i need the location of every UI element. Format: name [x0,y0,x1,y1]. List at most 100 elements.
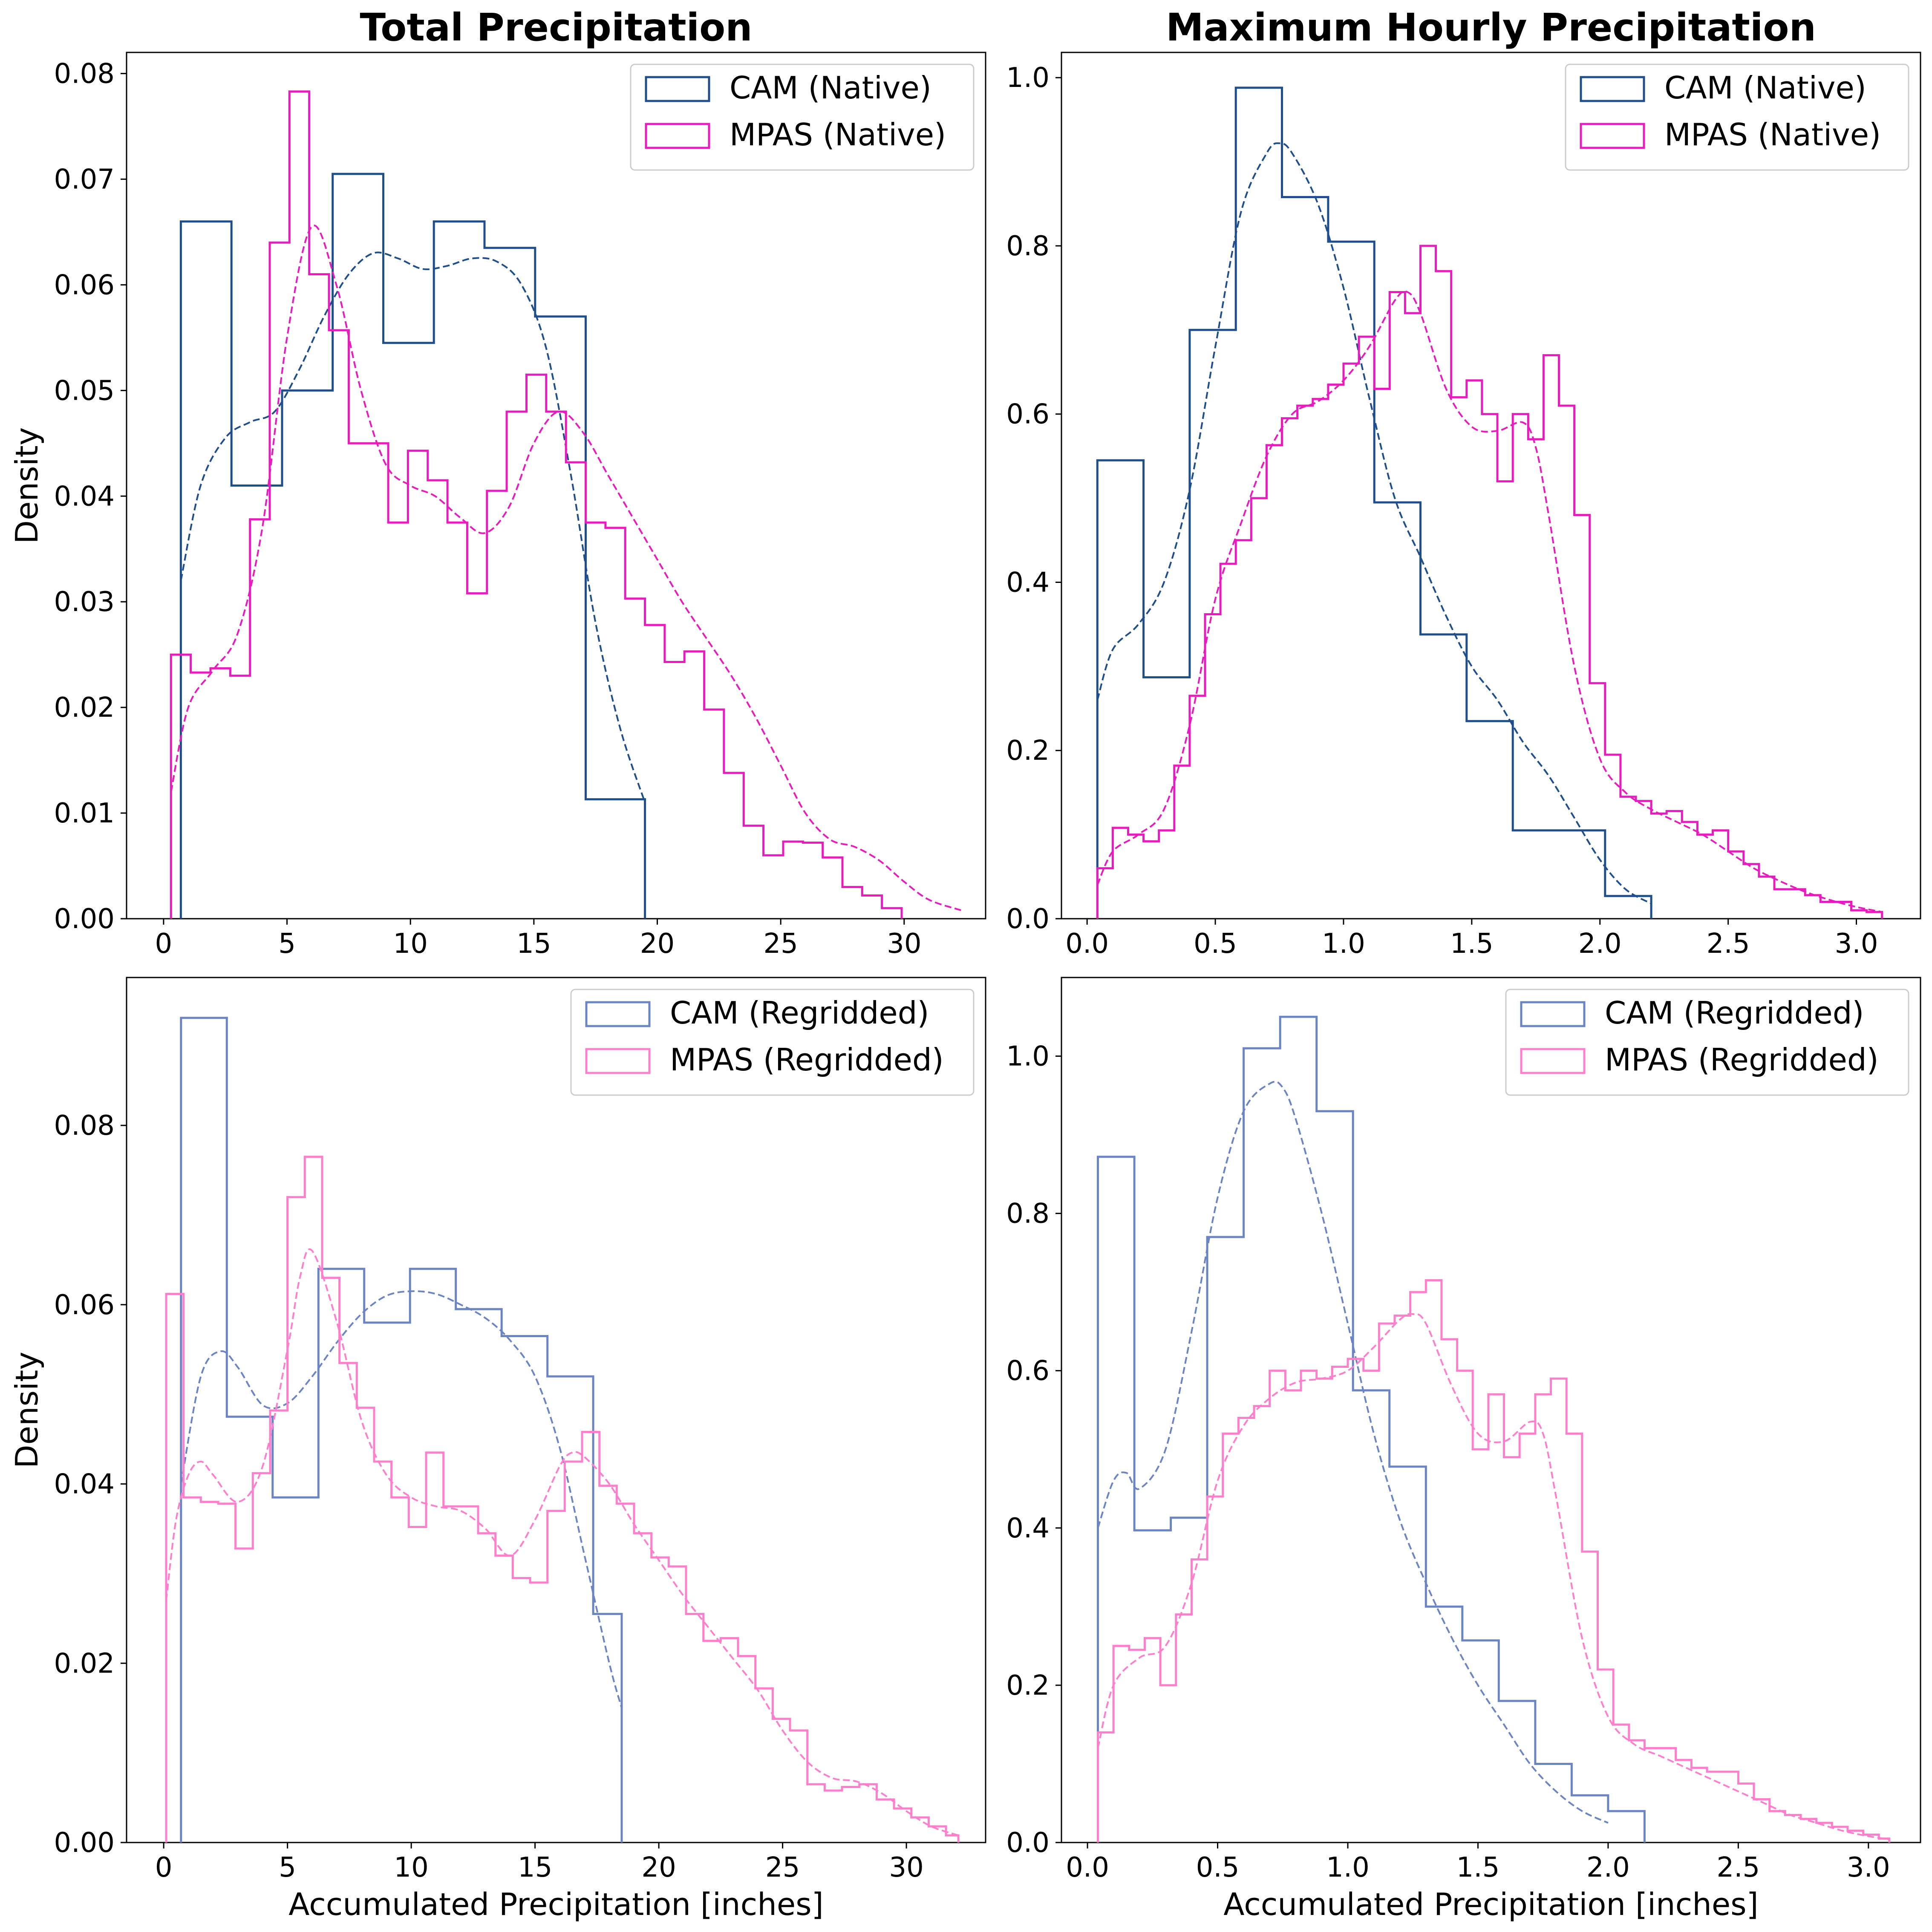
legend-label: CAM (Regridded) [1605,995,1864,1031]
y-tick-label: 0.2 [1006,1670,1050,1701]
x-tick-label: 5 [278,928,296,960]
kde-curve [1097,1313,1889,1840]
chart-panel-4: 0.0 0.5 1.0 1.5 2.0 2.5 3.00.00.20.40.60.81.0A… [1006,977,1921,1922]
y-tick-label: 0.6 [1006,1355,1050,1387]
legend-box [630,63,975,171]
y-tick-label: 1.0 [1006,1041,1050,1073]
legend-swatch [585,1048,651,1074]
x-tick-label: 1.0 [1322,928,1365,960]
y-tick-label: 0.05 [54,375,115,407]
y-tick-label: 0.03 [54,586,115,618]
x-tick-label: 10 [393,928,427,960]
plot-frame [126,52,986,920]
y-tick-label: 0.6 [1006,399,1050,430]
x-tick-label: 0.0 [1065,928,1109,960]
y-tick-label: 0.00 [54,903,115,935]
x-tick-label: 3.0 [1835,928,1878,960]
x-tick-label: 2.5 [1707,928,1750,960]
y-tick-label: 0.07 [54,164,115,196]
y-tick-label: 0.4 [1006,567,1050,598]
legend-label: CAM (Regridded) [670,995,929,1031]
x-tick-label: 0.5 [1196,1852,1240,1883]
legend: CAM (Native) MPAS (Native) [1565,63,1909,171]
y-tick-label: 0.04 [54,1469,115,1500]
x-tick-label: 30 [889,1852,923,1883]
histogram-outline [1096,87,1652,919]
kde-curve [165,1248,959,1837]
chart-title: Maximum Hourly Precipitation [1166,5,1816,49]
y-tick-label: 0.01 [54,798,115,829]
x-tick-label: 0 [155,1852,173,1883]
legend: CAM (Regridded) MPAS (Regridded) [1505,989,1909,1096]
histogram-outline [170,90,903,919]
x-tick-label: 0.0 [1066,1852,1109,1883]
x-axis-label: Accumulated Precipitation [inches] [1223,1886,1759,1922]
x-tick-label: 15 [518,1852,552,1883]
plot-frame [1061,977,1921,1843]
kde-curve [1096,290,1883,913]
kde-curve [170,225,961,911]
legend-swatch [1580,76,1645,102]
legend-label: MPAS (Regridded) [670,1042,944,1078]
y-tick-label: 0.08 [54,1110,115,1142]
legend-swatch [645,123,710,149]
x-tick-label: 2.0 [1578,928,1622,960]
x-tick-label: 1.5 [1450,928,1494,960]
x-tick-label: 2.5 [1716,1852,1760,1883]
series-2 [1096,245,1883,919]
y-tick-label: 0.2 [1006,735,1050,767]
histogram-outline [179,173,646,919]
histogram-outline [165,1156,960,1843]
chart-title: Total Precipitation [360,5,752,49]
legend-swatch [1580,123,1645,149]
series-1 [1097,1015,1646,1843]
legend-label: MPAS (Native) [730,117,946,153]
x-tick-label: 25 [763,928,798,960]
kde-curve [1096,142,1652,905]
legend-swatch [645,76,710,102]
y-tick-label: 0.06 [54,269,115,301]
y-tick-label: 0.4 [1006,1513,1050,1544]
y-tick-label: 0.8 [1006,1198,1050,1230]
series-2 [165,1156,960,1843]
legend-swatch [585,1001,651,1027]
y-tick-label: 0.02 [54,1648,115,1679]
x-tick-label: 15 [516,928,551,960]
legend-label: CAM (Native) [1664,70,1866,106]
legend-label: MPAS (Regridded) [1605,1042,1879,1078]
plot-frame [126,977,986,1843]
x-tick-label: 25 [765,1852,800,1883]
y-axis-label: Density [9,427,45,544]
legend-label: MPAS (Native) [1664,117,1881,153]
y-tick-label: 0.04 [54,481,115,512]
kde-curve [1097,1081,1609,1824]
x-tick-label: 30 [887,928,921,960]
legend: CAM (Native) MPAS (Native) [630,63,975,171]
series-1 [180,1017,623,1843]
x-tick-label: 0.5 [1194,928,1237,960]
y-tick-label: 0.0 [1006,903,1050,935]
x-tick-label: 1.5 [1456,1852,1500,1883]
x-tick-label: 2.0 [1586,1852,1630,1883]
x-axis-label: Accumulated Precipitation [inches] [288,1886,824,1922]
kde-curve [180,251,646,803]
legend-box [1505,989,1909,1096]
x-tick-label: 20 [641,1852,676,1883]
series-1 [179,173,646,919]
chart-panel-1: Total Precipitation 0 5 10 15 20 25 30 0.00 0.01 0… [9,5,986,960]
y-axis-label: Density [9,1352,45,1468]
chart-panel-3: 0 5 10 15 20 25 30 0.00 0.02 0.04 0.06 0.08 Accumula… [9,977,986,1922]
legend-box [1565,63,1909,171]
legend-swatch [1520,1048,1586,1074]
histogram-outline [1096,245,1883,919]
legend-label: CAM (Native) [730,70,931,106]
legend-box [570,989,975,1096]
y-tick-label: 0.0 [1006,1827,1050,1859]
x-tick-label: 10 [394,1852,428,1883]
series-2 [170,90,961,919]
legend: CAM (Regridded) MPAS (Regridded) [570,989,975,1096]
y-tick-label: 0.8 [1006,231,1050,262]
x-tick-label: 5 [279,1852,296,1883]
x-tick-label: 3.0 [1847,1852,1890,1883]
